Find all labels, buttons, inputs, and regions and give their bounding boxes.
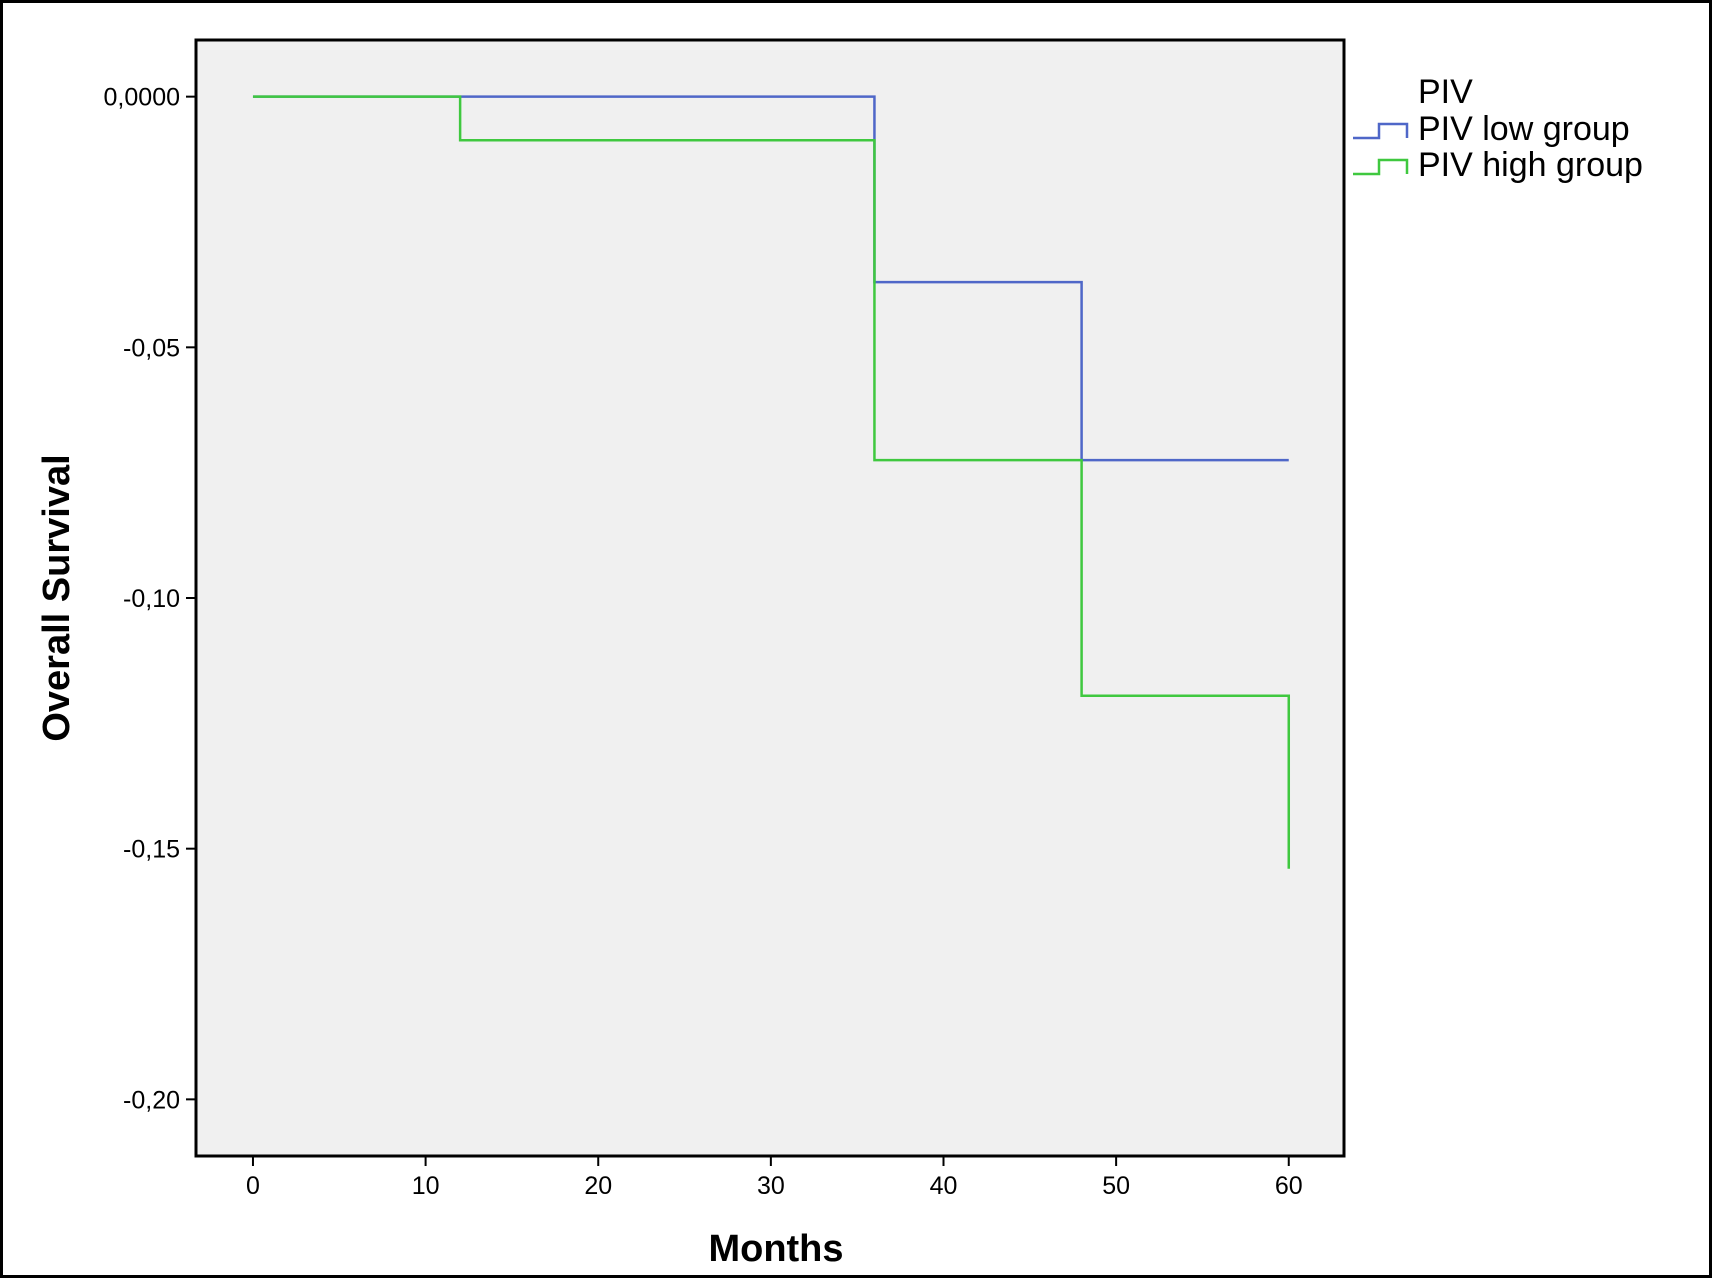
y-tick-label: -0,20	[123, 1086, 180, 1114]
series-line-piv-low-group	[252, 95, 1289, 462]
x-axis-ticks: 0 10 20 30 40 50 60	[246, 1156, 1303, 1200]
x-tick-label: 60	[1275, 1172, 1303, 1200]
x-tick-label: 0	[246, 1172, 260, 1200]
y-axis-title: Overall Survival	[36, 454, 78, 741]
x-tick-label: 10	[412, 1172, 440, 1200]
x-tick-label: 50	[1102, 1172, 1130, 1200]
y-tick-label: -0,10	[123, 585, 180, 613]
x-axis-title: Months	[708, 1228, 843, 1270]
legend-title: PIV	[1418, 73, 1473, 111]
legend-swatch-piv-high	[1353, 158, 1409, 176]
legend-swatch-piv-low	[1353, 122, 1409, 140]
x-tick-label: 40	[930, 1172, 958, 1200]
plot-area	[194, 38, 1346, 1158]
legend: PIV PIV low group PIV high group	[1353, 73, 1643, 184]
legend-label-piv-low: PIV low group	[1418, 110, 1630, 148]
y-tick-label: 0,0000	[104, 84, 180, 112]
series-layer	[252, 95, 1291, 869]
chart-svg: 0,0000 -0,05 -0,10 -0,15 -0,20 0 10 20 30 40 50 60…	[36, 38, 1643, 1270]
y-tick-label: -0,05	[123, 334, 180, 362]
y-tick-label: -0,15	[123, 836, 180, 864]
legend-label-piv-high: PIV high group	[1418, 146, 1643, 184]
series-line-piv-high-group	[252, 95, 1291, 869]
x-tick-label: 20	[584, 1172, 612, 1200]
y-axis-ticks: 0,0000 -0,05 -0,10 -0,15 -0,20	[104, 84, 196, 1114]
x-tick-label: 30	[757, 1172, 785, 1200]
